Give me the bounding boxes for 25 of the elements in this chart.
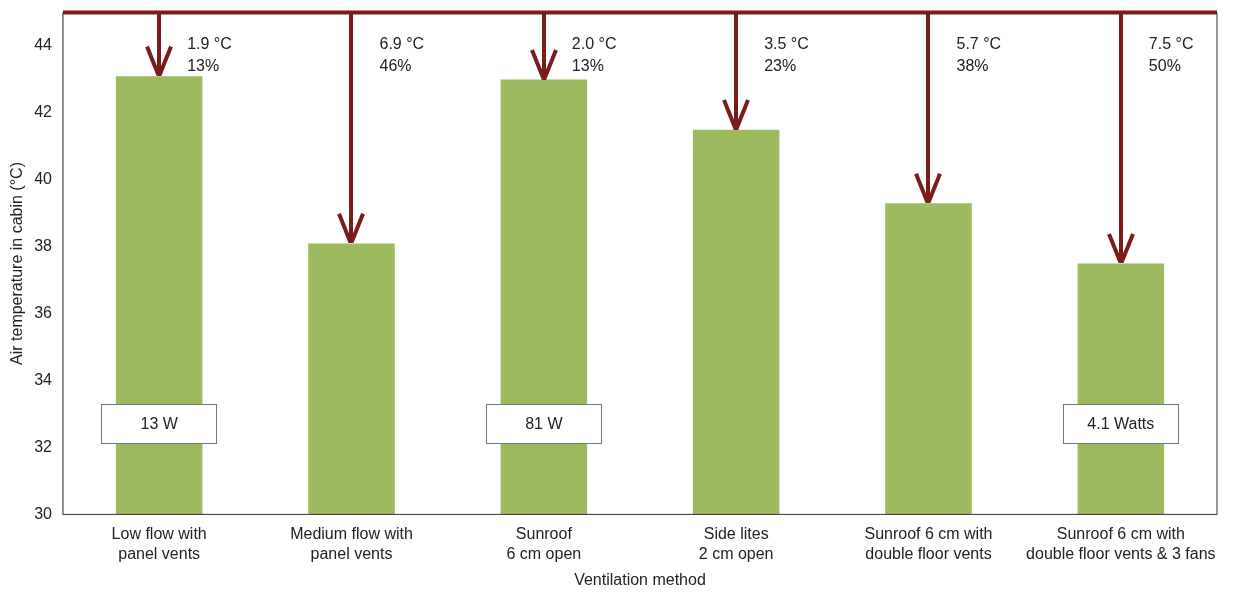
annotation: 2.0 °C 13% <box>571 35 617 75</box>
annotation: 6.9 °C 46% <box>379 35 425 75</box>
x-tick-label: Side lites 2 cm open <box>698 525 774 562</box>
label-box: 81 W <box>485 404 602 445</box>
label-box: 4.1 Watts <box>1062 404 1179 445</box>
x-tick-label: Medium flow with panel vents <box>290 525 413 562</box>
x-tick-label: Low flow with panel vents <box>111 525 207 562</box>
y-axis-title: Air temperature in cabin (°C) <box>8 162 26 365</box>
y-tick-label: 36 <box>34 304 53 322</box>
x-tick-label: Sunroof 6 cm with double floor vents <box>864 525 993 562</box>
y-tick-label: 34 <box>34 370 53 388</box>
annotation: 1.9 °C 13% <box>187 35 232 75</box>
annotation: 5.7 °C 38% <box>956 35 1002 75</box>
y-tick-label: 42 <box>34 103 53 121</box>
y-tick-label: 44 <box>34 36 53 54</box>
annotation: 3.5 °C 23% <box>764 35 809 75</box>
y-tick-label: 32 <box>34 437 53 455</box>
x-tick-label: Sunroof 6 cm open <box>506 525 582 562</box>
y-tick-label: 30 <box>34 504 53 522</box>
annotation: 7.5 °C 50% <box>1148 35 1194 75</box>
y-tick-label: 38 <box>34 237 53 255</box>
x-tick-label: Sunroof 6 cm with double floor vents & 3 fans <box>1026 525 1216 562</box>
x-axis-title: Ventilation method <box>574 570 706 588</box>
label-box: 13 W <box>101 404 218 445</box>
y-tick-label: 40 <box>34 170 53 188</box>
